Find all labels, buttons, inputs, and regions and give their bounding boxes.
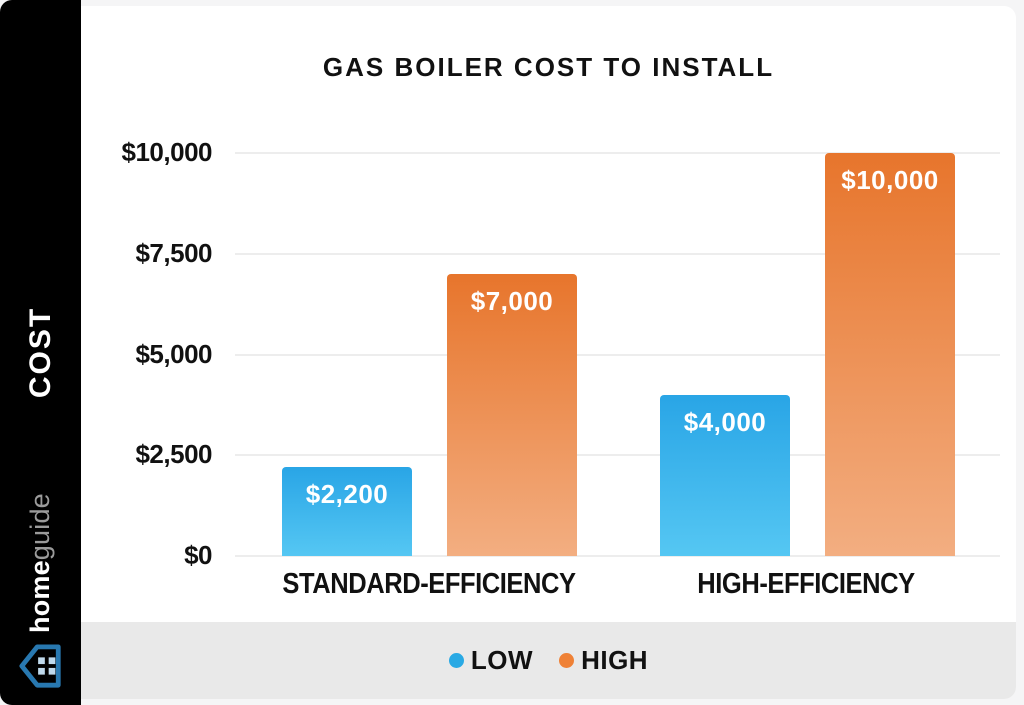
gridline-0 <box>235 555 1000 557</box>
y-tick-label: $10,000 <box>121 137 213 167</box>
x-category-text: STANDARD-EFFICIENCY <box>282 568 576 600</box>
y-axis-title: COST <box>23 306 57 399</box>
legend-item-low: LOW <box>448 645 534 676</box>
bar-high-2: $10,000 <box>825 153 955 556</box>
y-tick-label: $5,000 <box>135 338 212 369</box>
sidebar: homeguide COST <box>0 0 81 705</box>
bar-low-2: $4,000 <box>660 394 790 556</box>
bar-high-1: $7,000 <box>447 273 577 556</box>
chart-card: GAS BOILER COST TO INSTALL $0 $2,500 $5,00… <box>81 6 1016 699</box>
x-category-label: STANDARD-EFFICIENCY <box>262 568 595 601</box>
legend-label: LOW <box>470 645 534 675</box>
gridline-2500 <box>235 454 1000 457</box>
legend-item-high: HIGH <box>559 645 648 676</box>
bar-value-label: $10,000 <box>841 165 939 195</box>
gridline-10000 <box>235 152 1000 154</box>
homeguide-house-icon <box>18 644 61 688</box>
homeguide-brand: homeguide <box>0 493 81 689</box>
legend-dot-high <box>559 653 575 668</box>
bar-low-1: $2,200 <box>282 467 412 556</box>
y-tick-label: $0 <box>184 540 212 570</box>
legend-label: HIGH <box>581 645 649 675</box>
chart-title: GAS BOILER COST TO INSTALL <box>322 52 775 82</box>
y-tick-label: $7,500 <box>135 237 212 268</box>
legend: LOW HIGH <box>448 645 648 676</box>
x-category-text: HIGH-EFFICIENCY <box>697 568 915 600</box>
bar-value-label: $2,200 <box>305 479 389 510</box>
y-tick-label: $2,500 <box>135 439 212 470</box>
gridline-7500 <box>235 252 1000 255</box>
bar-value-label: $4,000 <box>683 406 767 437</box>
legend-band: LOW HIGH <box>81 622 1016 699</box>
legend-dot-low <box>448 653 464 668</box>
gridline-5000 <box>235 353 1000 356</box>
bar-value-label: $7,000 <box>470 285 554 316</box>
sidebar-rotated-strip: homeguide COST <box>0 0 81 705</box>
x-category-label: HIGH-EFFICIENCY <box>682 568 929 601</box>
